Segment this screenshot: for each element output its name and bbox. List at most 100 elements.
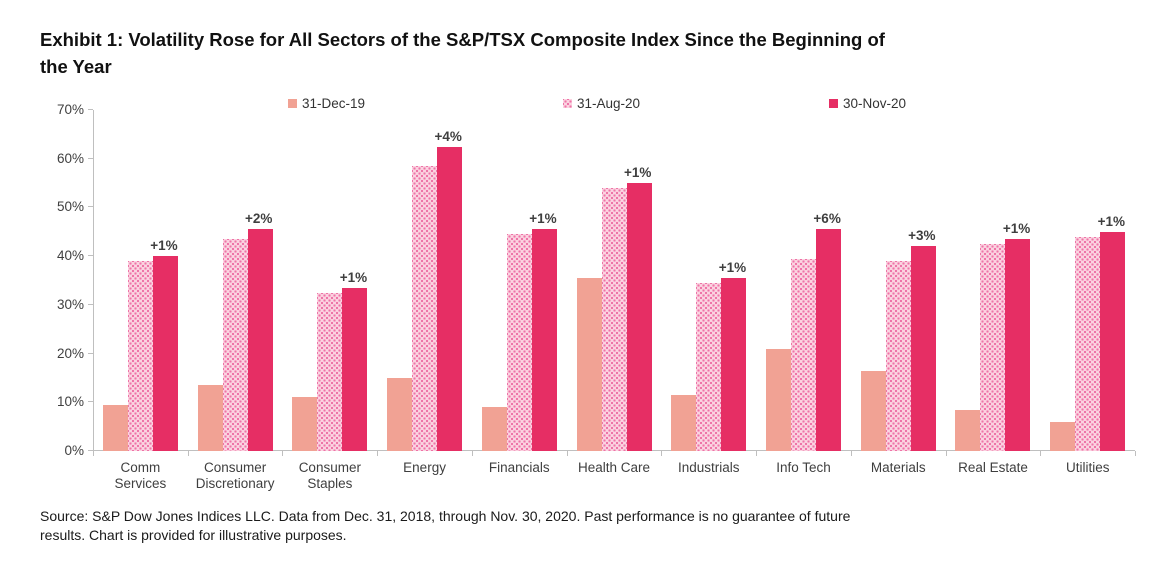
- x-category-label: Energy: [403, 460, 446, 475]
- chart-title-line-2: the Year: [40, 56, 112, 77]
- bar: [885, 261, 911, 451]
- bars-container: +1% +2% +1% +4% +1% +1% +1% +6% +3% +1% +1%: [93, 110, 1135, 451]
- bar-annotation: +6%: [813, 211, 841, 227]
- x-category-label: Comm Services: [114, 460, 167, 491]
- bar: +4%: [434, 129, 463, 451]
- bar-group: +1%: [282, 270, 377, 451]
- bar: [317, 292, 343, 451]
- bar: [980, 243, 1006, 451]
- bar-annotation: +1%: [529, 211, 557, 227]
- legend-marker-nov-icon: [829, 99, 838, 108]
- bar: +6%: [813, 211, 841, 451]
- chart-title: Exhibit 1: Volatility Rose for All Secto…: [40, 26, 1140, 80]
- bar: [222, 239, 248, 451]
- bar: +3%: [908, 228, 936, 451]
- chart-title-line-1: Exhibit 1: Volatility Rose for All Secto…: [40, 29, 885, 50]
- y-tick-label: 60%: [56, 150, 84, 166]
- chart-legend: 31-Dec-19 31-Aug-20 30-Nov-20: [0, 96, 1164, 114]
- bar: [696, 282, 722, 451]
- legend-label-aug: 31-Aug-20: [577, 96, 641, 111]
- bar: [955, 409, 981, 451]
- y-tick-label: 0%: [64, 443, 84, 458]
- x-category-label: Consumer Discretionary: [195, 460, 275, 491]
- legend-marker-aug-icon: [563, 99, 572, 108]
- x-tick-mark: [1135, 451, 1136, 456]
- y-tick-label: 70%: [56, 102, 84, 117]
- y-tick-label: 20%: [56, 345, 84, 361]
- bar: [1050, 421, 1076, 451]
- plot-area: +1% +2% +1% +4% +1% +1% +1% +6% +3% +1% +1% 0% 10% 2…: [57, 102, 1136, 458]
- bar-group: +6%: [756, 211, 851, 451]
- bar-group: +1%: [93, 238, 188, 451]
- bar-annotation: +3%: [908, 228, 936, 244]
- x-category-label: Industrials: [678, 460, 740, 475]
- x-tick-mark: [377, 451, 378, 456]
- x-category-label: Financials: [488, 460, 550, 475]
- source-note: Source: S&P Dow Jones Indices LLC. Data …: [40, 507, 1150, 545]
- bar: +1%: [1003, 221, 1031, 451]
- x-tick-mark: [661, 451, 662, 456]
- x-category-label: Materials: [870, 460, 926, 475]
- bar: [387, 377, 413, 451]
- bar: [601, 187, 627, 451]
- y-tick-mark: [88, 206, 93, 208]
- y-tick-mark: [88, 109, 93, 110]
- bar-annotation: +2%: [245, 211, 273, 227]
- x-tick-mark: [851, 451, 852, 456]
- bar-annotation: +1%: [150, 238, 178, 254]
- legend-item-31-aug-20: 31-Aug-20: [563, 96, 640, 111]
- y-tick-mark: [88, 255, 93, 257]
- bar-group: +3%: [851, 228, 946, 451]
- bar: [766, 348, 791, 451]
- y-tick-mark: [88, 352, 93, 354]
- y-tick-label: 10%: [56, 394, 84, 410]
- bar-annotation: +4%: [434, 128, 462, 144]
- bar: [127, 261, 153, 451]
- x-tick-mark: [946, 451, 947, 456]
- bar: +1%: [340, 270, 368, 451]
- y-tick-mark: [88, 303, 93, 305]
- bar: [412, 166, 438, 451]
- bar: +1%: [719, 260, 747, 451]
- bar-group: +1%: [567, 165, 662, 451]
- bar-annotation: +1%: [623, 165, 652, 181]
- bar-annotation: +1%: [718, 260, 747, 276]
- bar-group: +1%: [946, 221, 1041, 451]
- x-axis-labels: Comm Services Consumer Discretionary Consu…: [93, 460, 1135, 492]
- bar: +1%: [624, 165, 652, 451]
- bar-annotation: +1%: [339, 269, 368, 285]
- x-category-label: Consumer Staples: [298, 460, 361, 491]
- bar-group: +1%: [661, 260, 756, 451]
- bar: [791, 258, 816, 451]
- bar: [197, 385, 223, 451]
- bar: [506, 234, 532, 451]
- bar-annotation: +1%: [1002, 221, 1031, 237]
- bar: [671, 394, 697, 451]
- bar: +1%: [529, 211, 557, 451]
- bar: [102, 404, 128, 451]
- x-tick-mark: [567, 451, 568, 456]
- x-category-label: Health Care: [578, 460, 651, 475]
- bar: +1%: [1098, 214, 1126, 451]
- bar-annotation: +1%: [1097, 213, 1126, 229]
- bar: [292, 397, 318, 451]
- y-tick-mark: [88, 157, 93, 159]
- bar: +2%: [245, 211, 273, 451]
- legend-label-dec: 31-Dec-19: [302, 96, 366, 111]
- source-note-line-1: Source: S&P Dow Jones Indices LLC. Data …: [40, 508, 851, 524]
- bar: [860, 370, 886, 451]
- x-tick-mark: [472, 451, 473, 456]
- x-category-label: Info Tech: [776, 460, 831, 475]
- bar-group: +4%: [377, 129, 472, 451]
- x-category-label: Real Estate: [958, 460, 1028, 475]
- x-tick-mark: [93, 451, 94, 456]
- bar: +1%: [150, 238, 178, 451]
- x-tick-mark: [1040, 451, 1041, 456]
- y-tick-label: 50%: [56, 199, 84, 215]
- legend-marker-dec-icon: [288, 99, 297, 108]
- x-category-label: Utilities: [1065, 460, 1110, 475]
- bar: [576, 278, 602, 451]
- x-tick-mark: [282, 451, 283, 456]
- bar: [481, 407, 507, 451]
- legend-label-nov: 30-Nov-20: [843, 96, 907, 111]
